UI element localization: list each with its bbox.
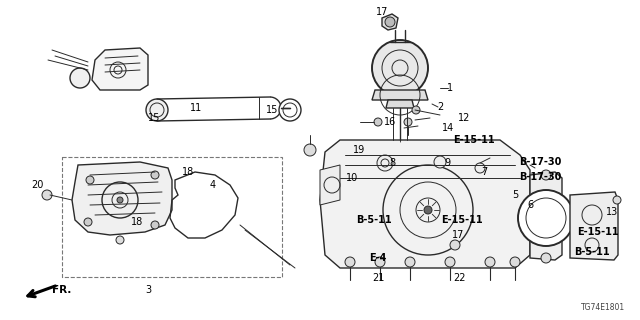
Text: 17: 17 [376, 7, 388, 17]
Polygon shape [530, 172, 562, 260]
Text: 13: 13 [606, 207, 618, 217]
Circle shape [117, 197, 123, 203]
Text: 4: 4 [210, 180, 216, 190]
Circle shape [146, 99, 168, 121]
Circle shape [445, 257, 455, 267]
Polygon shape [72, 162, 172, 235]
Polygon shape [386, 100, 414, 108]
Circle shape [86, 176, 94, 184]
Text: 7: 7 [481, 167, 487, 177]
Text: 2: 2 [437, 102, 443, 112]
Circle shape [434, 156, 446, 168]
Circle shape [541, 170, 551, 180]
Polygon shape [320, 140, 530, 268]
Text: 1: 1 [447, 83, 453, 93]
Text: TG74E1801: TG74E1801 [581, 303, 625, 312]
Circle shape [475, 163, 485, 173]
Text: B-17-30: B-17-30 [519, 172, 561, 182]
Text: 10: 10 [346, 173, 358, 183]
Circle shape [84, 218, 92, 226]
Text: 8: 8 [389, 158, 395, 168]
Text: 16: 16 [384, 117, 396, 127]
Text: E-15-11: E-15-11 [453, 135, 495, 145]
Text: B-5-11: B-5-11 [356, 215, 392, 225]
Circle shape [412, 106, 420, 114]
Text: 18: 18 [182, 167, 194, 177]
Text: 20: 20 [31, 180, 43, 190]
Text: E-15-11: E-15-11 [577, 227, 619, 237]
Polygon shape [570, 192, 618, 260]
Text: 6: 6 [527, 200, 533, 210]
Text: 12: 12 [458, 113, 470, 123]
Text: 19: 19 [353, 145, 365, 155]
Text: B-5-11: B-5-11 [574, 247, 610, 257]
Circle shape [405, 257, 415, 267]
Text: 21: 21 [372, 273, 384, 283]
Circle shape [541, 253, 551, 263]
Circle shape [375, 257, 385, 267]
Text: E-4: E-4 [369, 253, 387, 263]
Polygon shape [320, 165, 340, 205]
Circle shape [613, 196, 621, 204]
Circle shape [345, 257, 355, 267]
Circle shape [116, 236, 124, 244]
Circle shape [279, 99, 301, 121]
Polygon shape [372, 90, 428, 100]
Text: 17: 17 [452, 230, 464, 240]
Circle shape [510, 257, 520, 267]
Circle shape [404, 118, 412, 126]
Circle shape [70, 68, 90, 88]
Text: FR.: FR. [52, 285, 72, 295]
Text: 3: 3 [145, 285, 151, 295]
Text: 5: 5 [512, 190, 518, 200]
Circle shape [377, 155, 393, 171]
Circle shape [42, 190, 52, 200]
Text: E-15-11: E-15-11 [441, 215, 483, 225]
Circle shape [424, 206, 432, 214]
Circle shape [450, 240, 460, 250]
Polygon shape [92, 48, 148, 90]
Circle shape [374, 118, 382, 126]
Circle shape [304, 144, 316, 156]
Polygon shape [382, 14, 398, 30]
Circle shape [485, 257, 495, 267]
Text: 18: 18 [131, 217, 143, 227]
Text: 11: 11 [190, 103, 202, 113]
Circle shape [372, 40, 428, 96]
Bar [62, 157, 282, 277]
Text: 14: 14 [442, 123, 454, 133]
Text: 9: 9 [444, 158, 450, 168]
Text: 22: 22 [454, 273, 467, 283]
Text: 15: 15 [148, 113, 160, 123]
Circle shape [518, 190, 574, 246]
Text: B-17-30: B-17-30 [519, 157, 561, 167]
Circle shape [385, 17, 395, 27]
Text: 15: 15 [266, 105, 278, 115]
Circle shape [151, 171, 159, 179]
Circle shape [151, 221, 159, 229]
